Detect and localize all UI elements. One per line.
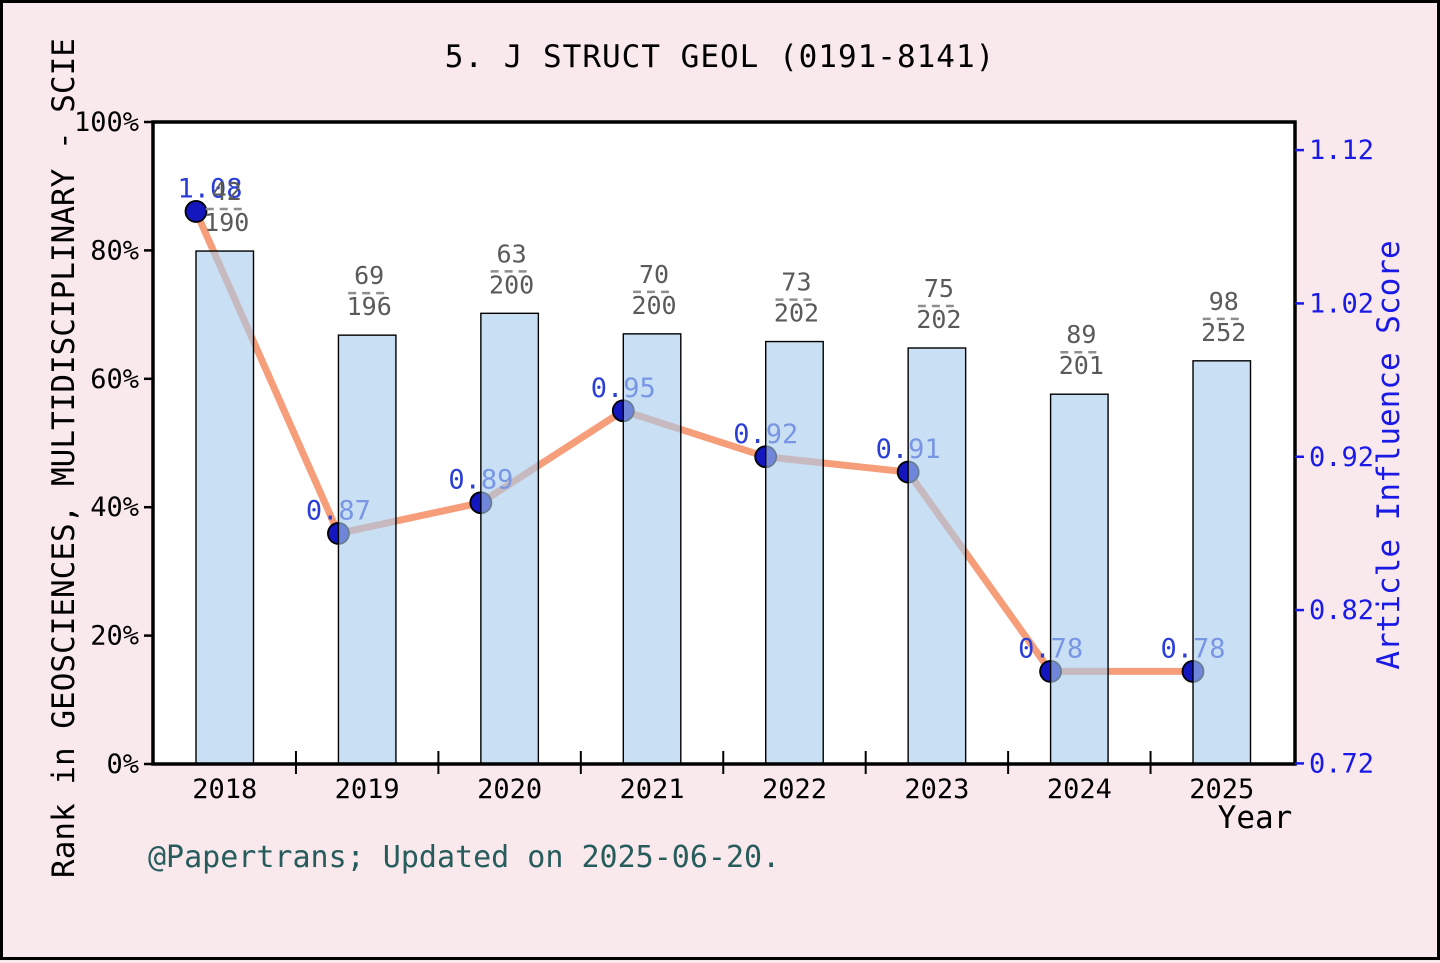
- chart-canvas: 1.080.870.890.950.920.910.780.7842190691…: [74, 107, 1374, 805]
- plot-border: [151, 120, 1297, 766]
- y-left-tick-label: 0%: [106, 749, 139, 780]
- rank-numerator-2023: 75: [924, 274, 954, 303]
- y-right-tick-label: 0.92: [1309, 442, 1374, 473]
- bar-2022: [765, 340, 824, 765]
- y-left-tick-label: 40%: [90, 492, 139, 523]
- x-tick-label-2025: 2025: [1189, 774, 1254, 805]
- y-left-tick-label: 100%: [74, 107, 139, 138]
- attribution-footer: @Papertrans; Updated on 2025-06-20.: [148, 840, 781, 875]
- rank-numerator-2022: 73: [781, 268, 811, 297]
- rank-denominator-2023: 202: [916, 305, 961, 334]
- x-tick-label-2018: 2018: [192, 774, 257, 805]
- chart-title: 5. J STRUCT GEOL (0191-8141): [444, 39, 996, 75]
- rank-numerator-2021: 70: [639, 260, 669, 289]
- y-left-tick-label: 60%: [90, 364, 139, 395]
- rank-denominator-2019: 196: [347, 292, 392, 321]
- rank-numerator-2019: 69: [354, 261, 384, 290]
- x-axis-title: Year: [1217, 800, 1293, 836]
- rank-denominator-2024: 201: [1059, 351, 1104, 380]
- x-tick-label-2023: 2023: [904, 774, 969, 805]
- rank-denominator-2021: 200: [631, 291, 676, 320]
- rank-denominator-2020: 200: [489, 270, 534, 299]
- rank-denominator-2018: 190: [204, 208, 249, 237]
- bar-2020: [480, 312, 540, 765]
- y-right-tick-label: 1.12: [1309, 135, 1374, 166]
- y-right-tick-label: 1.02: [1309, 288, 1374, 319]
- bar-2024: [1049, 393, 1109, 765]
- rank-numerator-2024: 89: [1066, 320, 1096, 349]
- x-tick-label-2019: 2019: [335, 774, 400, 805]
- x-tick-label-2020: 2020: [477, 774, 542, 805]
- rank-numerator-2020: 63: [497, 239, 527, 268]
- ais-value-label-2018: 1.08: [177, 173, 242, 204]
- bar-2025: [1192, 360, 1252, 765]
- rank-denominator-2025: 252: [1201, 318, 1246, 347]
- y-left-tick-label: 20%: [90, 621, 139, 652]
- rank-numerator-2025: 98: [1209, 287, 1239, 316]
- left-axis-title: Rank in GEOSCIENCES, MULTIDISCIPLINARY -…: [46, 38, 82, 878]
- bar-2023: [907, 347, 967, 765]
- x-tick-label-2024: 2024: [1047, 774, 1112, 805]
- x-tick-label-2022: 2022: [762, 774, 827, 805]
- bar-2019: [337, 334, 397, 765]
- y-right-tick-label: 0.72: [1309, 748, 1374, 779]
- x-tick-label-2021: 2021: [620, 774, 685, 805]
- bar-2021: [622, 333, 682, 765]
- ais-dot-2018: [184, 200, 208, 223]
- y-left-tick-label: 80%: [90, 235, 139, 266]
- bar-2018: [195, 250, 255, 765]
- rank-denominator-2022: 202: [774, 299, 819, 328]
- right-axis-title: Article Influence Score: [1371, 240, 1407, 670]
- rank-numerator-2018: 42: [212, 177, 242, 206]
- y-right-tick-label: 0.82: [1309, 595, 1374, 626]
